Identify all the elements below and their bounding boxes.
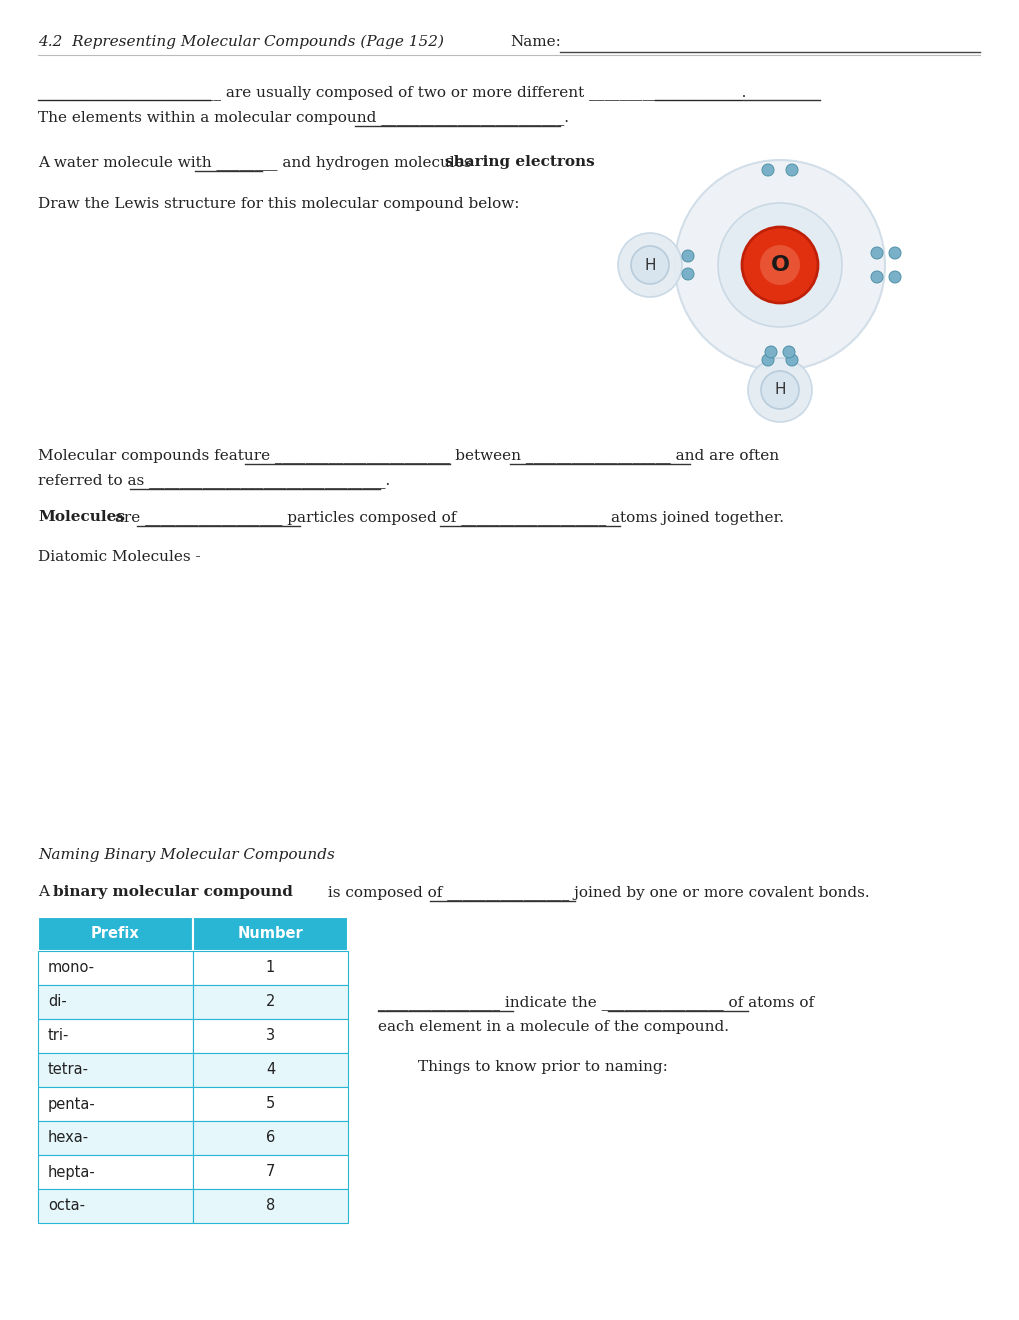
Text: Naming Binary Molecular Compounds: Naming Binary Molecular Compounds [38, 847, 334, 862]
Text: Things to know prior to naming:: Things to know prior to naming: [418, 1060, 667, 1074]
Text: penta-: penta- [48, 1097, 96, 1111]
Text: 4: 4 [266, 1063, 275, 1077]
Circle shape [761, 164, 773, 176]
Circle shape [786, 164, 797, 176]
Circle shape [760, 371, 798, 409]
Circle shape [759, 246, 799, 285]
Text: 3: 3 [266, 1028, 275, 1044]
Bar [38, 985, 193, 1019]
Text: Draw the Lewis structure for this molecular compound below:: Draw the Lewis structure for this molecu… [38, 197, 519, 211]
Text: Molecular compounds feature _______________________ between ___________________ : Molecular compounds feature ____________… [38, 447, 779, 463]
Text: binary molecular compound: binary molecular compound [53, 884, 292, 899]
Circle shape [631, 246, 668, 284]
Text: 1: 1 [266, 961, 275, 975]
Circle shape [741, 227, 817, 304]
Text: referred to as _______________________________.: referred to as _________________________… [38, 473, 390, 488]
Text: O: O [769, 255, 789, 275]
Bar [193, 1086, 347, 1121]
Text: tetra-: tetra- [48, 1063, 89, 1077]
Text: are __________________ particles composed of ___________________ atoms joined to: are __________________ particles compose… [110, 510, 784, 525]
Bar [193, 985, 347, 1019]
Circle shape [889, 271, 900, 282]
Text: The elements within a molecular compound ________________________.: The elements within a molecular compound… [38, 110, 569, 125]
Circle shape [764, 346, 776, 358]
Text: H: H [644, 257, 655, 272]
Bar [193, 1053, 347, 1086]
Bar [38, 1053, 193, 1086]
Bar [38, 1189, 193, 1224]
Text: each element in a molecule of the compound.: each element in a molecule of the compou… [378, 1020, 729, 1034]
Text: Molecules: Molecules [38, 510, 125, 524]
Text: ________________ indicate the ________________ of atoms of: ________________ indicate the __________… [378, 995, 813, 1010]
Circle shape [747, 358, 811, 422]
Bar [193, 1189, 347, 1224]
Circle shape [870, 247, 882, 259]
Text: hepta-: hepta- [48, 1164, 96, 1180]
Bar [38, 1121, 193, 1155]
Text: 8: 8 [266, 1199, 275, 1213]
Text: Name:: Name: [510, 36, 560, 49]
Circle shape [783, 346, 794, 358]
Text: 2: 2 [266, 994, 275, 1010]
Text: sharing electrons: sharing electrons [444, 154, 594, 169]
Text: Prefix: Prefix [91, 927, 140, 941]
Text: di-: di- [48, 994, 66, 1010]
Bar [38, 950, 193, 985]
Text: mono-: mono- [48, 961, 95, 975]
Text: is composed of ________________ joined by one or more covalent bonds.: is composed of ________________ joined b… [323, 884, 869, 900]
Text: ________________________ are usually composed of two or more different _________: ________________________ are usually com… [38, 84, 746, 100]
Bar [38, 1086, 193, 1121]
Text: hexa-: hexa- [48, 1130, 89, 1146]
Text: octa-: octa- [48, 1199, 85, 1213]
Circle shape [618, 234, 682, 297]
Bar [38, 1019, 193, 1053]
Circle shape [675, 160, 884, 370]
Bar [193, 950, 347, 985]
Bar [193, 1019, 347, 1053]
Text: tri-: tri- [48, 1028, 69, 1044]
Circle shape [761, 354, 773, 366]
Circle shape [682, 249, 693, 261]
Bar [193, 1155, 347, 1189]
Text: A water molecule with ________ and hydrogen molecules: A water molecule with ________ and hydro… [38, 154, 476, 170]
Text: 5: 5 [266, 1097, 275, 1111]
Circle shape [682, 268, 693, 280]
Text: A: A [38, 884, 54, 899]
Bar [38, 1155, 193, 1189]
Circle shape [786, 354, 797, 366]
Circle shape [717, 203, 841, 327]
Text: Diatomic Molecules -: Diatomic Molecules - [38, 550, 201, 564]
Text: H: H [773, 383, 785, 397]
Text: 6: 6 [266, 1130, 275, 1146]
Bar [193, 1121, 347, 1155]
Circle shape [870, 271, 882, 282]
Bar [38, 917, 193, 950]
Text: Number: Number [237, 927, 303, 941]
Bar [193, 917, 347, 950]
Text: 7: 7 [266, 1164, 275, 1180]
Circle shape [889, 247, 900, 259]
Text: 4.2  Representing Molecular Compounds (Page 152): 4.2 Representing Molecular Compounds (Pa… [38, 36, 443, 49]
